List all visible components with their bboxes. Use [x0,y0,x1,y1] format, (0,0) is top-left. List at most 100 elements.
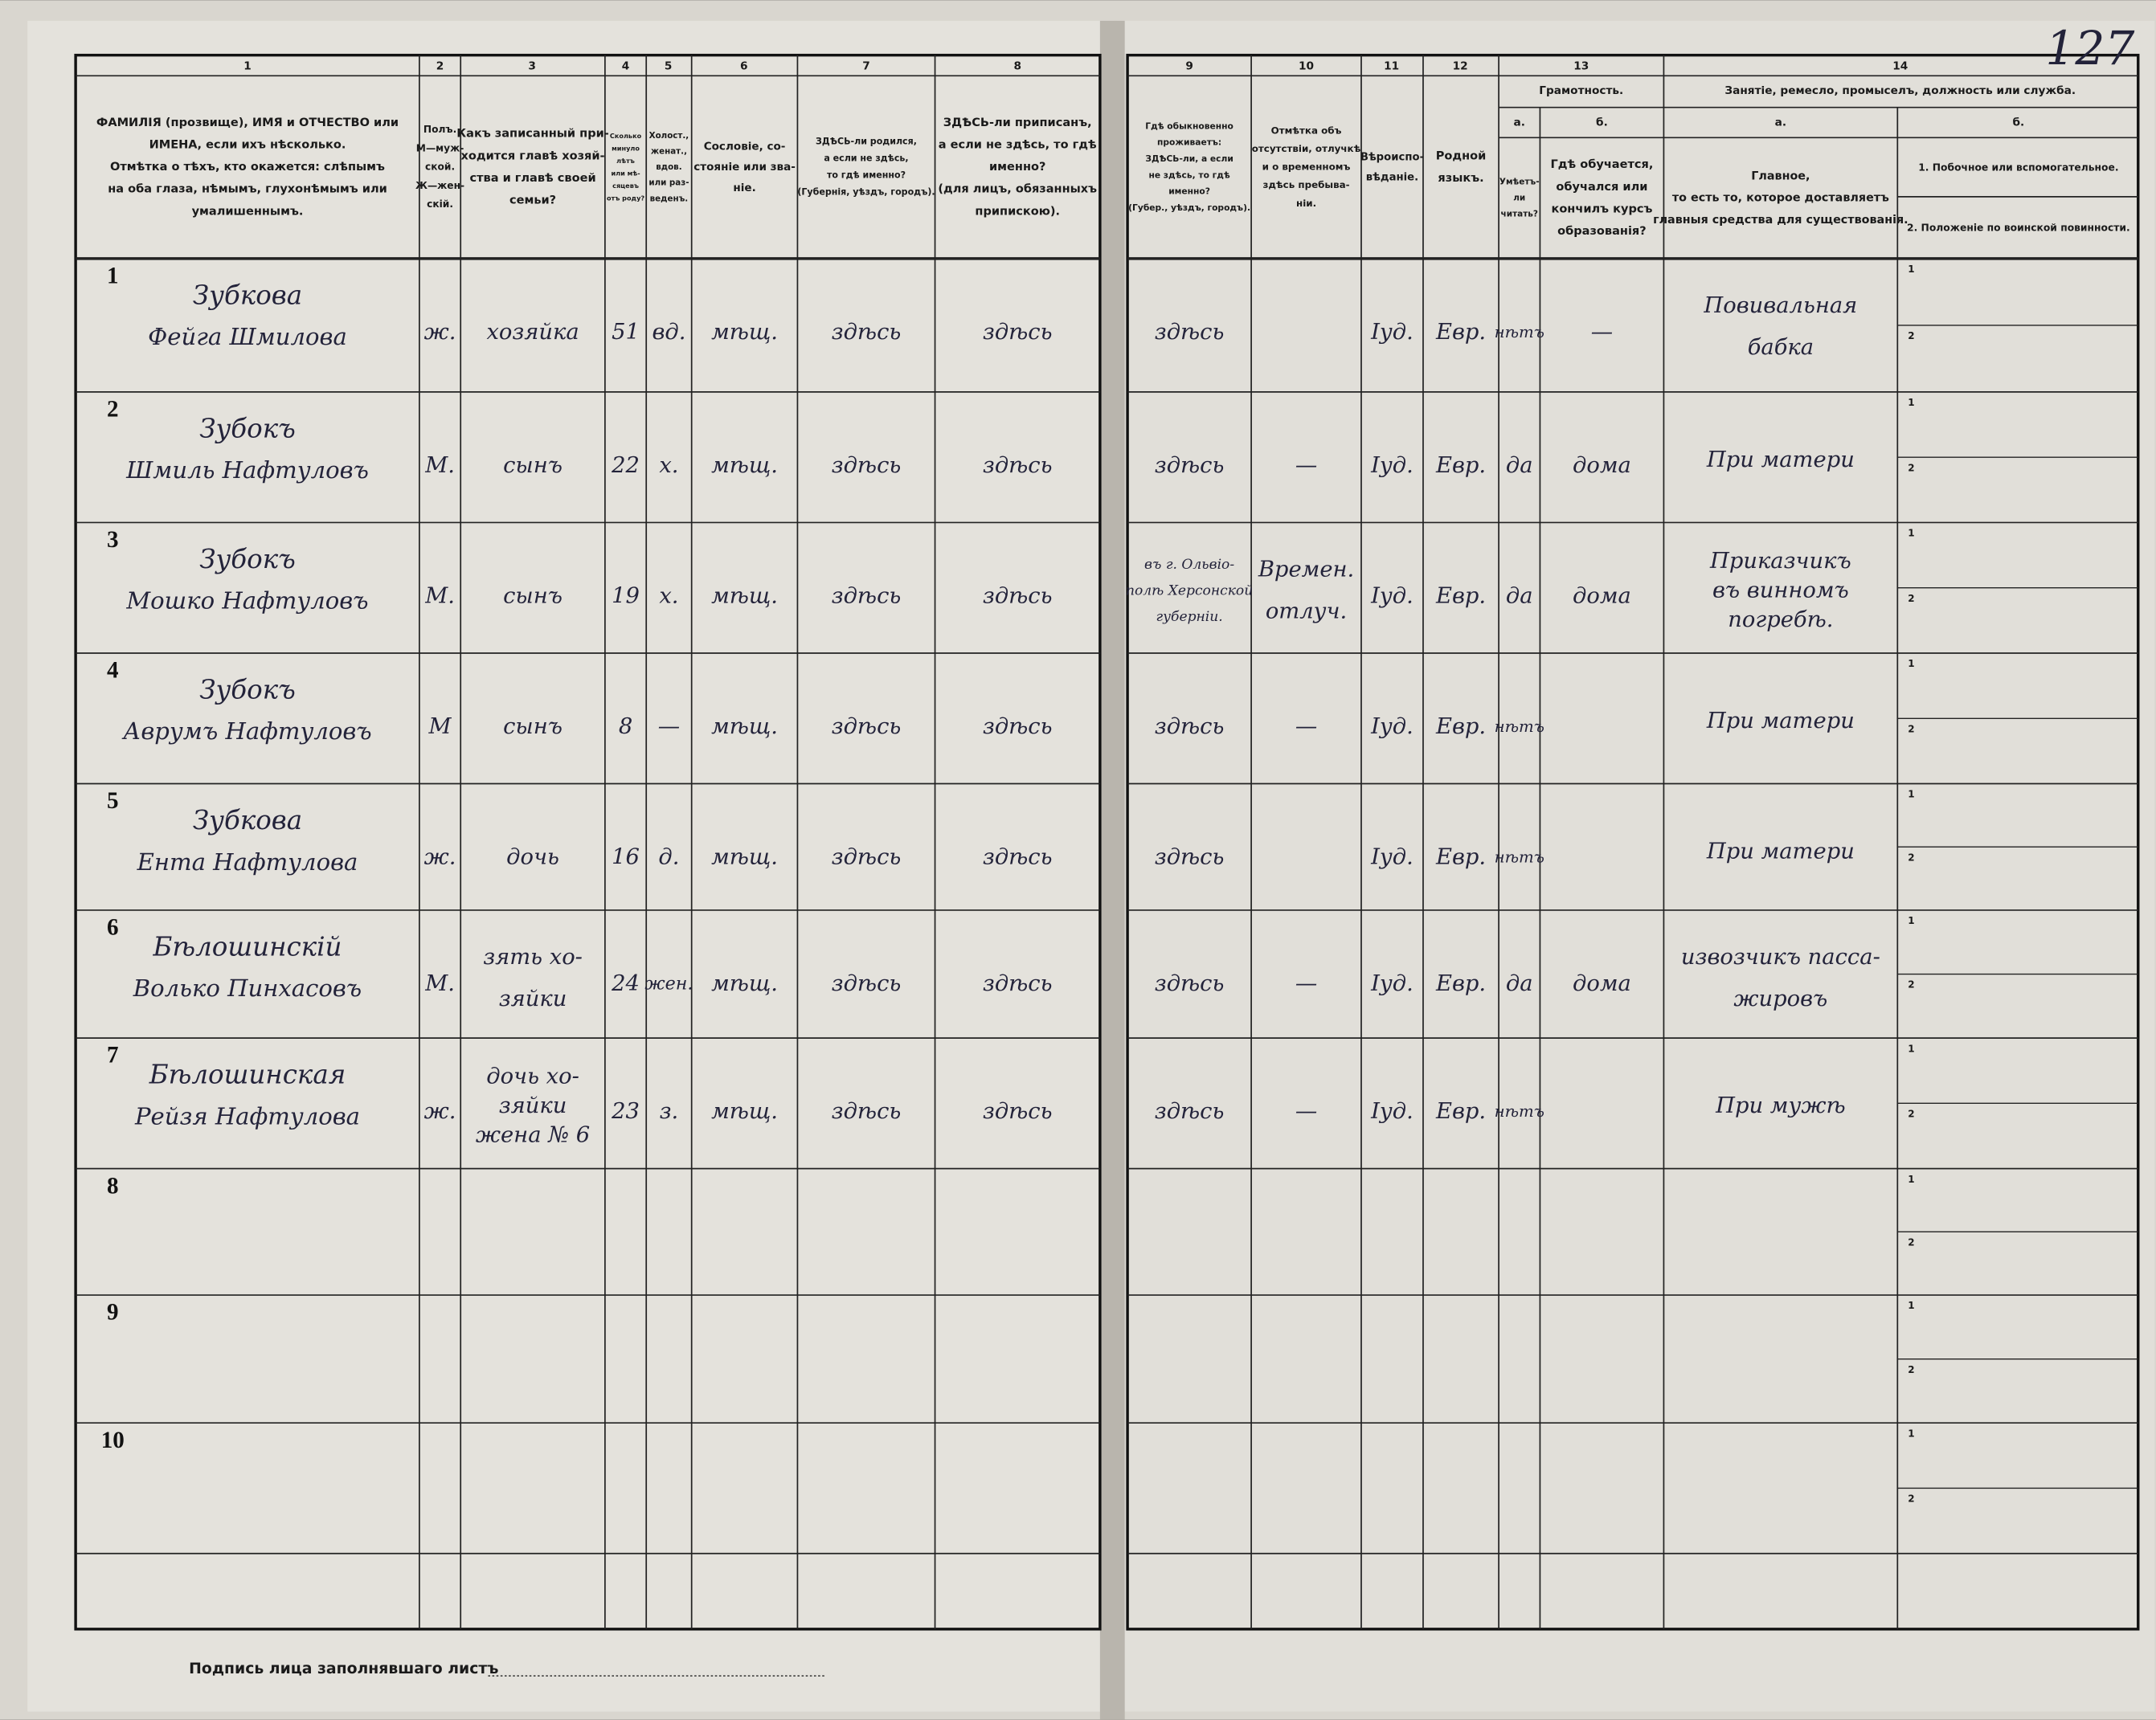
given-name: Аврумъ Нафтуловъ [121,717,371,745]
entry-marital: жен. [644,973,693,994]
column-header: 2. Положеніе по воинской повинности. [1907,223,2130,234]
entry-sex: М. [424,971,455,996]
entry-estate: мѣщ. [711,1099,778,1124]
column-header: (Губер., уѣздъ, городъ). [1128,202,1250,213]
column-number: 12 [1453,59,1468,72]
entry-relation: зяйки [499,987,567,1011]
entry-literate: нѣтъ [1495,717,1544,736]
entry-marital: — [658,714,680,739]
row-number: 4 [107,658,119,684]
entry-estate: мѣщ. [711,714,778,739]
surname: Бѣлошинскій [153,931,342,962]
column-number: 13 [1573,59,1589,72]
entry-sex: М. [424,583,455,608]
entry-relation: дочь [506,844,559,869]
entry-born: здѣсь [832,714,902,739]
entry-relation: сынъ [503,583,563,608]
entry-sex: М [428,714,452,739]
entry-occupation: жировъ [1733,987,1827,1011]
given-name: Фейга Шмилова [148,323,347,350]
column-header: кончилъ курсъ [1551,202,1652,215]
column-header: Гдѣ обучается, [1550,158,1653,171]
column-header: ЗДѢСЬ-ли, а если [1145,153,1233,164]
entry-marital: х. [659,453,678,478]
entry-literate: нѣтъ [1495,848,1544,866]
entry-occupation: При мужѣ [1715,1093,1846,1118]
column-header: ЗДѢСЬ-ли приписанъ, [943,116,1092,129]
entry-age: 19 [612,583,640,608]
subrow-label: 1 [1908,1174,1914,1185]
right-page [1116,20,2155,1712]
sub-label: а. [1775,116,1786,129]
sub-label: а. [1514,116,1525,129]
entry-sex: ж. [424,320,456,345]
entry-residence: здѣсь [1155,714,1225,739]
column-header: ФАМИЛІЯ (прозвище), ИМЯ и ОТЧЕСТВО или [96,116,399,129]
column-header: М—муж- [416,142,464,153]
column-header: ли [1513,194,1525,203]
entry-literate: нѣтъ [1495,1102,1544,1121]
entry-education: — [1591,320,1613,345]
column-header: отсутствіи, отлучкѣ [1252,143,1361,154]
column-header: Отмѣтка объ [1271,125,1342,136]
entry-relation: хозяйка [486,320,579,345]
entry-absence: — [1295,971,1317,996]
entry-registered: здѣсь [983,320,1053,345]
row-number: 5 [107,788,119,814]
column-header: Гдѣ обыкновенно [1145,121,1233,131]
column-header: Ж—жен- [415,180,464,191]
row-number: 2 [107,396,119,422]
entry-religion: Іуд. [1370,714,1413,739]
entry-language: Евр. [1435,844,1486,869]
entry-registered: здѣсь [983,844,1053,869]
entry-residence: губерніи. [1156,609,1222,625]
right-frame [1126,53,2140,1631]
given-name: Шмиль Нафтуловъ [125,456,369,484]
surname: Зубокъ [199,413,296,443]
column-header: именно? [1168,186,1210,197]
entry-language: Евр. [1435,1099,1486,1124]
entry-estate: мѣщ. [711,844,778,869]
entry-relation: жена № 6 [476,1123,590,1148]
column-number: 14 [1892,59,1908,72]
entry-language: Евр. [1435,453,1486,478]
column-header: Сословіе, со- [704,140,786,153]
column-number: 5 [665,59,673,72]
column-header: не здѣсь, то гдѣ [1148,170,1229,180]
column-header: обучался или [1556,181,1647,194]
column-header: Главное, [1751,170,1810,182]
column-header: скій. [427,198,453,210]
subrow-label: 1 [1908,658,1914,669]
subrow-label: 2 [1908,330,1914,341]
entry-occupation: въ винномъ [1712,578,1849,603]
column-header: ской. [425,161,455,173]
entry-language: Евр. [1435,320,1486,345]
column-header: языкъ. [1438,172,1483,185]
page-number: 127 [2045,21,2134,76]
sub-label: б. [2013,116,2025,129]
entry-registered: здѣсь [983,453,1053,478]
column-number: 10 [1299,59,1314,72]
subrow-label: 1 [1908,1043,1914,1054]
subrow-label: 1 [1908,789,1914,800]
column-header: припискою). [975,205,1060,218]
surname: Бѣлошинская [149,1059,346,1089]
column-number: 6 [740,59,748,72]
column-number: 9 [1185,59,1193,72]
entry-education: дома [1573,583,1631,608]
subrow-label: 2 [1908,723,1914,734]
row-number: 3 [107,527,119,553]
surname: Зубокъ [199,544,296,574]
column-header: главныя средства для существованія. [1653,214,1908,227]
subrow-label: 1 [1908,915,1914,926]
sub-label: б. [1596,116,1608,129]
column-number: 4 [622,59,630,72]
entry-literate: да [1506,453,1533,478]
entry-absence: — [1295,1099,1317,1124]
column-header: именно? [989,161,1045,174]
entry-sex: ж. [424,1099,456,1124]
left-frame [74,53,1102,1631]
entry-residence: здѣсь [1155,844,1225,869]
entry-relation: сынъ [503,714,563,739]
